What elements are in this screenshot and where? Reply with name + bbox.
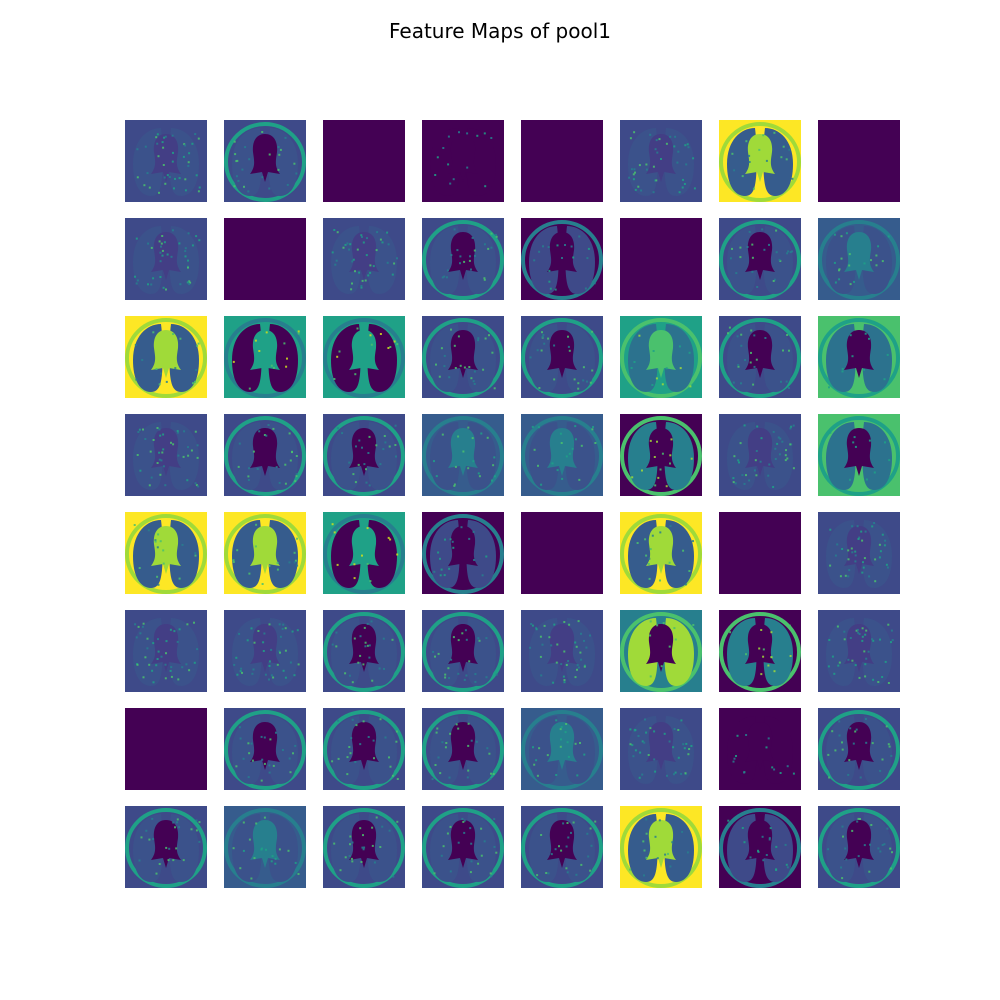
feature-map — [224, 316, 306, 398]
feature-map — [224, 414, 306, 496]
feature-map — [719, 708, 801, 790]
feature-map — [125, 708, 207, 790]
feature-map — [125, 610, 207, 692]
feature-map — [125, 806, 207, 888]
feature-map — [719, 120, 801, 202]
feature-map — [818, 414, 900, 496]
feature-map — [620, 708, 702, 790]
feature-map — [818, 708, 900, 790]
feature-map — [818, 806, 900, 888]
figure-title: Feature Maps of pool1 — [388, 19, 611, 43]
feature-map — [818, 120, 900, 202]
feature-map — [521, 120, 603, 202]
feature-map — [521, 610, 603, 692]
feature-map — [224, 806, 306, 888]
feature-map — [323, 316, 405, 398]
feature-map — [323, 120, 405, 202]
feature-map — [125, 414, 207, 496]
feature-map — [818, 316, 900, 398]
feature-map — [224, 218, 306, 300]
feature-map — [521, 316, 603, 398]
feature-map — [818, 610, 900, 692]
feature-map — [422, 218, 504, 300]
feature-map — [125, 316, 207, 398]
feature-map — [422, 806, 504, 888]
feature-map — [323, 512, 405, 594]
feature-map — [521, 218, 603, 300]
feature-map — [620, 316, 702, 398]
feature-map — [620, 218, 702, 300]
feature-map — [719, 414, 801, 496]
feature-map — [224, 512, 306, 594]
feature-map — [521, 806, 603, 888]
feature-map — [422, 512, 504, 594]
feature-map — [422, 610, 504, 692]
feature-map — [422, 708, 504, 790]
feature-map — [719, 316, 801, 398]
feature-map — [620, 610, 702, 692]
feature-map — [719, 512, 801, 594]
feature-map — [620, 806, 702, 888]
feature-map — [224, 120, 306, 202]
feature-map — [620, 120, 702, 202]
feature-map — [224, 708, 306, 790]
feature-map — [323, 414, 405, 496]
feature-map — [323, 610, 405, 692]
feature-map — [422, 120, 504, 202]
feature-map — [620, 512, 702, 594]
feature-map — [521, 512, 603, 594]
feature-map — [224, 610, 306, 692]
feature-map — [125, 218, 207, 300]
feature-map — [422, 414, 504, 496]
feature-map — [125, 120, 207, 202]
feature-map — [422, 316, 504, 398]
feature-map — [818, 218, 900, 300]
feature-map — [719, 610, 801, 692]
feature-map — [521, 708, 603, 790]
feature-map — [620, 414, 702, 496]
feature-map — [125, 512, 207, 594]
feature-map — [521, 414, 603, 496]
feature-map — [323, 708, 405, 790]
feature-map — [323, 218, 405, 300]
feature-map — [719, 218, 801, 300]
feature-map — [818, 512, 900, 594]
feature-map — [323, 806, 405, 888]
feature-map — [719, 806, 801, 888]
